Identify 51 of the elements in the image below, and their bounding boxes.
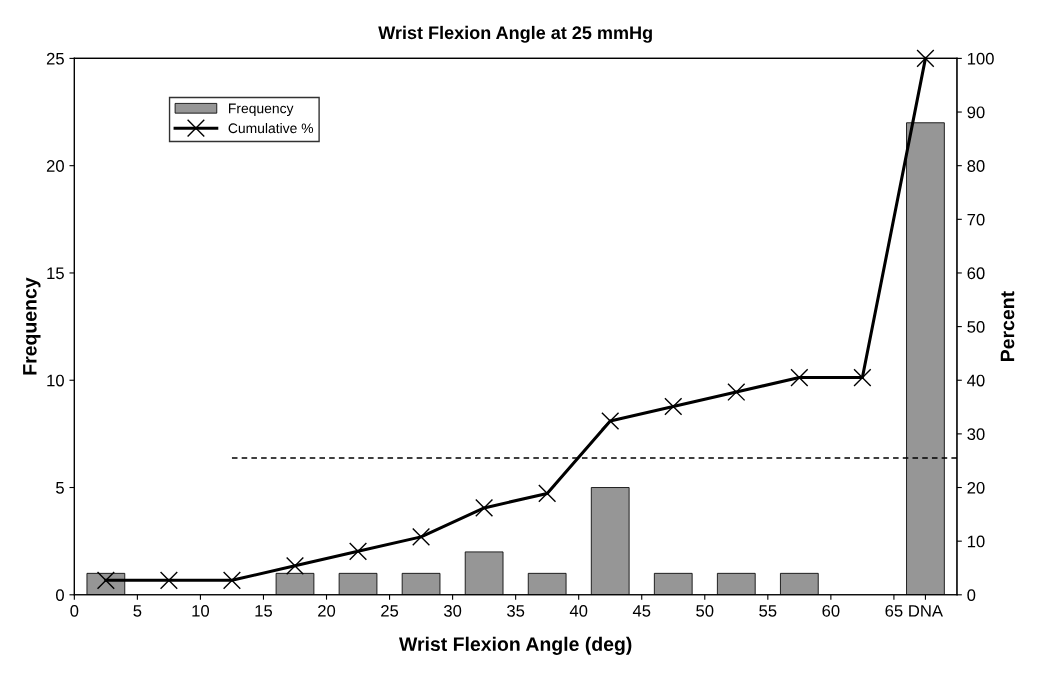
x-tick-label: 65 (885, 604, 903, 617)
point (349, 542, 368, 561)
point (790, 368, 809, 387)
y2-tick-label: 70 (967, 213, 985, 226)
y2-tick-label: 10 (967, 535, 985, 548)
y2-tick-label: 100 (967, 52, 994, 65)
y2-tick-label: 40 (967, 374, 985, 387)
y2-tick-label: 50 (967, 321, 985, 333)
y-tick-label: 5 (56, 482, 64, 494)
x-tick-label: DNA (909, 605, 943, 617)
x-tick-label: 40 (569, 604, 588, 617)
x-tick-label: 10 (192, 604, 210, 617)
y-tick-label: 15 (47, 267, 64, 280)
x-tick-label: 15 (255, 605, 273, 617)
point (475, 498, 494, 517)
y-tick-label: 0 (56, 589, 64, 602)
x-tick-label: 25 (381, 604, 399, 617)
point (601, 411, 620, 431)
x-axis-title: Wrist Flexion Angle (deg) (399, 636, 632, 655)
x-tick-label: 45 (632, 605, 651, 617)
y-tick-label: 25 (46, 52, 64, 65)
y2-tick-label: 60 (967, 267, 985, 280)
y2-tick-label: 30 (967, 428, 985, 441)
x-tick-label: 55 (759, 605, 777, 617)
point (916, 49, 935, 68)
point (538, 484, 557, 503)
point (285, 556, 305, 575)
y-tick-label: 20 (46, 160, 64, 172)
y-tick-label: 10 (47, 374, 64, 387)
point (159, 571, 178, 590)
x-tick-label: 35 (507, 604, 525, 617)
x-tick-label: 60 (822, 604, 840, 617)
legend-label: Frequency (229, 103, 294, 117)
y2-tick-label: 0 (967, 589, 976, 602)
chart-title: Wrist Flexion Angle at 25 mmHg (378, 25, 652, 43)
point (664, 397, 683, 416)
x-tick-label: 50 (696, 604, 714, 617)
y2-tick-label: 80 (967, 160, 985, 172)
point (853, 368, 872, 387)
point (412, 527, 431, 546)
x-tick-label: 5 (133, 605, 142, 617)
legend-label: Cumulative % (228, 122, 314, 134)
point (222, 571, 241, 590)
y2-axis-title: Percent (1000, 291, 1015, 361)
x-tick-label: 30 (443, 604, 462, 617)
point (727, 383, 746, 402)
y2-tick-label: 90 (967, 106, 985, 119)
x-tick-label: 20 (318, 604, 336, 617)
x-tick-label: 0 (70, 604, 79, 617)
y-axis-title: Frequency (23, 277, 41, 375)
y2-tick-label: 20 (967, 481, 985, 494)
